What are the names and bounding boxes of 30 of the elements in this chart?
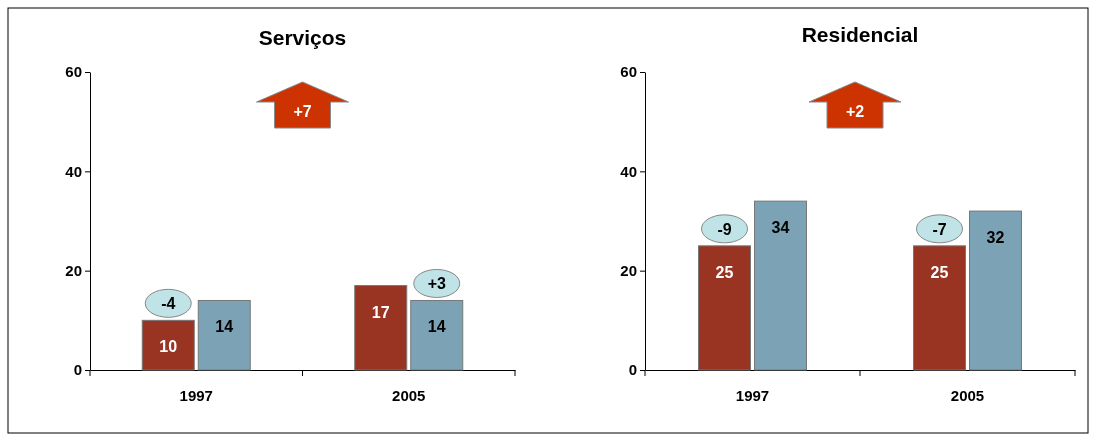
data-label: 14 [427,318,446,336]
x-tick-label: 2005 [950,386,985,404]
x-tick-label: 1997 [179,386,213,404]
data-label: 14 [215,318,234,336]
data-label: 34 [771,219,790,237]
chart-title: Serviços [258,26,347,49]
y-tick-label: 20 [65,261,82,279]
annotation: -7 [932,220,947,238]
chart-title: Residencial [801,23,919,46]
y-tick-label: 60 [65,63,82,81]
data-label: 25 [930,263,949,281]
bar [754,200,807,371]
bar [969,210,1022,371]
y-tick-label: 0 [73,361,82,379]
annotation: +2 [845,103,865,120]
y-tick-label: 60 [620,63,637,81]
y-tick-label: 0 [628,361,637,379]
x-tick-label: 1997 [735,386,770,404]
annotation: +3 [427,275,446,293]
annotation: +7 [293,103,312,120]
y-tick-label: 40 [65,162,82,180]
data-label: 32 [986,229,1005,247]
data-label: 10 [159,338,178,356]
annotation: -4 [161,295,176,313]
y-tick-label: 20 [620,261,637,279]
data-label: 17 [371,303,390,321]
annotation: -9 [717,220,732,238]
y-tick-label: 40 [620,162,637,180]
data-label: 25 [715,263,734,281]
x-tick-label: 2005 [392,386,426,404]
